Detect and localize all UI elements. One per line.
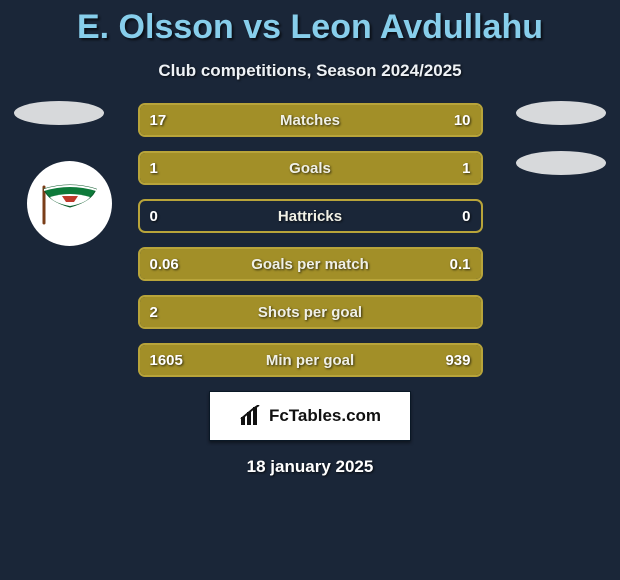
stat-label: Goals per match (251, 256, 369, 273)
badge-text: FcTables.com (269, 406, 381, 426)
stat-value-right: 1 (462, 160, 470, 177)
stat-value-left: 0 (150, 208, 158, 225)
pennant-icon (40, 183, 100, 225)
club-left-badge (27, 161, 112, 246)
date-text: 18 january 2025 (0, 457, 620, 477)
stat-value-left: 0.06 (150, 256, 179, 273)
subtitle: Club competitions, Season 2024/2025 (0, 61, 620, 81)
stat-row: 1 1 Goals (138, 151, 483, 185)
stat-row: 0 0 Hattricks (138, 199, 483, 233)
stat-value-right: 0 (462, 208, 470, 225)
stat-value-left: 1 (150, 160, 158, 177)
page-title: E. Olsson vs Leon Avdullahu (0, 0, 620, 47)
stat-label: Hattricks (278, 208, 342, 225)
player-left-silhouette (14, 101, 104, 125)
fctables-badge: FcTables.com (209, 391, 411, 441)
stat-row: 0.06 0.1 Goals per match (138, 247, 483, 281)
stat-value-right: 10 (454, 112, 471, 129)
stat-label: Shots per goal (258, 304, 362, 321)
stat-value-left: 1605 (150, 352, 183, 369)
player-right-silhouette-1 (516, 101, 606, 125)
player-right-silhouette-2 (516, 151, 606, 175)
stat-value-right: 0.1 (450, 256, 471, 273)
comparison-content: 17 10 Matches 1 1 Goals 0 0 Hattricks 0.06 0.1 Goal… (0, 103, 620, 477)
stat-label: Matches (280, 112, 340, 129)
stat-row: 17 10 Matches (138, 103, 483, 137)
chart-bars-icon (239, 405, 263, 427)
stat-row: 2 Shots per goal (138, 295, 483, 329)
stat-value-left: 2 (150, 304, 158, 321)
stat-label: Goals (289, 160, 331, 177)
stat-row: 1605 939 Min per goal (138, 343, 483, 377)
stat-label: Min per goal (266, 352, 354, 369)
stat-rows: 17 10 Matches 1 1 Goals 0 0 Hattricks 0.06 0.1 Goal… (138, 103, 483, 377)
stat-value-left: 17 (150, 112, 167, 129)
stat-value-right: 939 (445, 352, 470, 369)
